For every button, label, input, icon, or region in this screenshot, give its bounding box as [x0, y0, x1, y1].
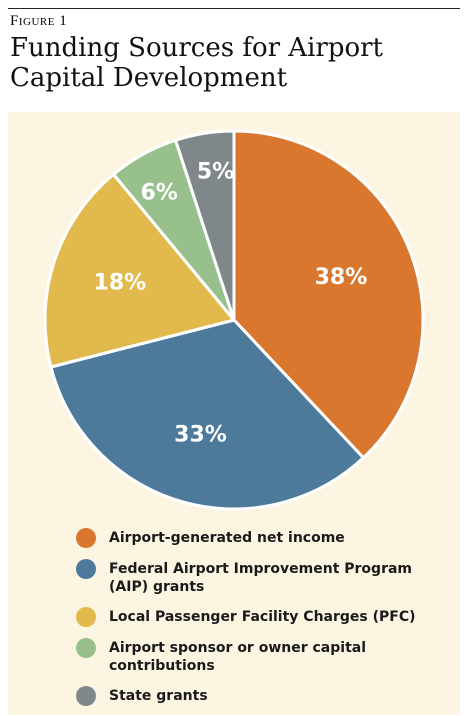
legend-swatch	[76, 638, 96, 658]
slice-value-label: 5%	[197, 159, 234, 184]
legend-label: Airport-generated net income	[109, 530, 345, 546]
slice-value-label: 6%	[140, 180, 177, 205]
legend-item: Local Passenger Facility Charges (PFC)	[76, 606, 446, 627]
pie-slice	[232, 129, 425, 460]
slice-value-label: 38%	[315, 265, 368, 290]
legend-swatch	[76, 607, 96, 627]
top-rule	[8, 8, 460, 9]
chart-panel: 38% 33% 18% 6% 5% Airport-generated net inco…	[8, 112, 460, 715]
chart-title: Funding Sources for Airport Capital Deve…	[10, 33, 384, 93]
slice-value-label: 18%	[94, 270, 147, 295]
pie-slice	[174, 129, 236, 322]
legend-item: Airport-generated net income	[76, 527, 446, 548]
slice-value-label: 33%	[174, 423, 227, 448]
pie-slice	[49, 318, 365, 511]
legend-swatch	[76, 528, 96, 548]
legend-label: Airport sponsor or owner capital contrib…	[109, 640, 367, 674]
legend-label: State grants	[109, 688, 208, 704]
pie-chart: 38% 33% 18% 6% 5%	[43, 129, 425, 511]
legend-swatch	[76, 686, 96, 706]
legend-item: State grants	[76, 685, 446, 706]
legend-label: Local Passenger Facility Charges (PFC)	[109, 609, 416, 625]
pie-slice	[43, 172, 236, 369]
legend-label: Federal Airport Improvement Program (AIP…	[109, 561, 413, 595]
legend-item: Airport sponsor or owner capital contrib…	[76, 637, 446, 675]
legend-swatch	[76, 559, 96, 579]
legend-item: Federal Airport Improvement Program (AIP…	[76, 558, 446, 596]
figure-label: Figure 1	[10, 13, 68, 29]
legend: Airport-generated net income Federal Air…	[76, 527, 446, 716]
